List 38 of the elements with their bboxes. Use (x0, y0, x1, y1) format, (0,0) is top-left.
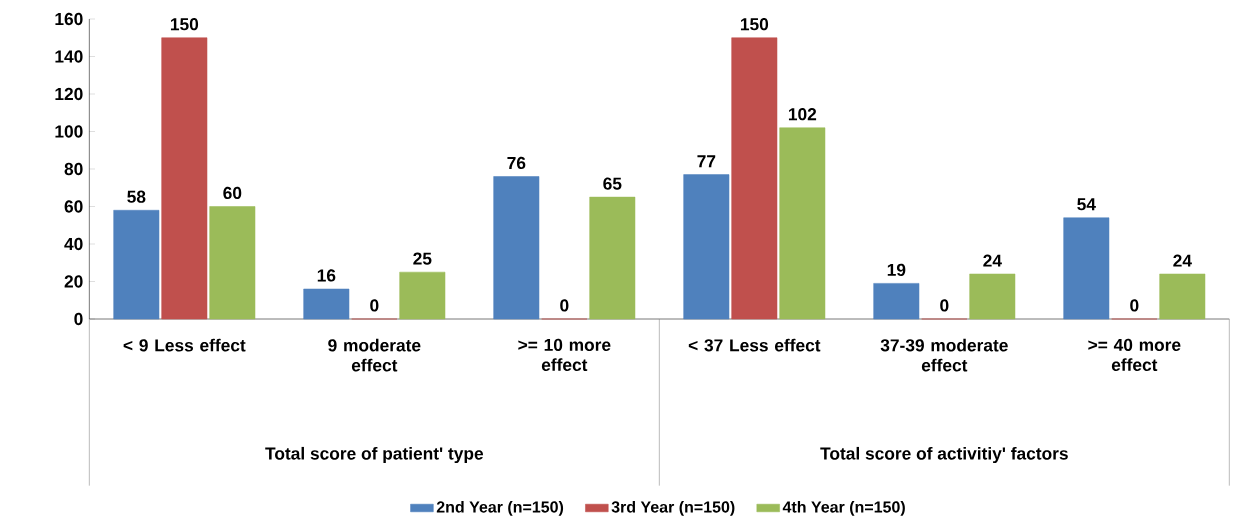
y-tick-label: 20 (64, 275, 83, 288)
y-tick-label: 120 (55, 87, 83, 101)
y-tick-label: 60 (64, 200, 83, 213)
y-tick-label: 100 (55, 125, 83, 138)
x-tick-label: >= 40 more effect (1088, 338, 1181, 372)
data-label: 58 (127, 190, 146, 203)
x-tick-label: 9 moderate effect (328, 338, 421, 372)
x-tick-label: 37-39 moderate effect (880, 338, 1008, 372)
data-label: 102 (788, 108, 817, 121)
data-label: 0 (940, 299, 949, 312)
data-label: 150 (170, 18, 199, 31)
y-tick-label: 80 (64, 162, 83, 176)
data-label: 77 (697, 155, 716, 168)
legend-label: 4th Year (n=150) (782, 500, 905, 516)
data-label: 76 (507, 156, 526, 170)
legend-label: 3rd Year (n=150) (611, 500, 735, 516)
y-tick-label: 0 (74, 312, 83, 326)
data-label: 0 (560, 299, 569, 312)
x-tick-label: >= 10 more effect (518, 338, 611, 372)
y-tick-label: 140 (55, 50, 83, 63)
x-tick-label: < 37 Less effect (688, 338, 821, 352)
data-label: 16 (317, 269, 336, 282)
y-tick-label: 40 (64, 237, 83, 251)
x-tick-label: < 9 Less effect (123, 338, 246, 352)
text: Total score of patient' type (265, 446, 484, 464)
text: Total score of activitiy' factors (820, 446, 1068, 464)
data-label: 24 (1173, 254, 1192, 267)
data-label: 0 (1130, 299, 1139, 312)
data-label: 25 (413, 252, 432, 265)
data-label: 54 (1077, 198, 1096, 211)
data-label: 150 (740, 18, 769, 31)
data-label: 24 (983, 254, 1002, 267)
data-label: 0 (370, 299, 379, 312)
data-label: 60 (223, 186, 242, 200)
data-label: 19 (887, 263, 906, 276)
y-tick-label: 160 (55, 12, 83, 26)
legend-label: 2nd Year (n=150) (436, 500, 564, 516)
data-label: 65 (603, 177, 622, 190)
